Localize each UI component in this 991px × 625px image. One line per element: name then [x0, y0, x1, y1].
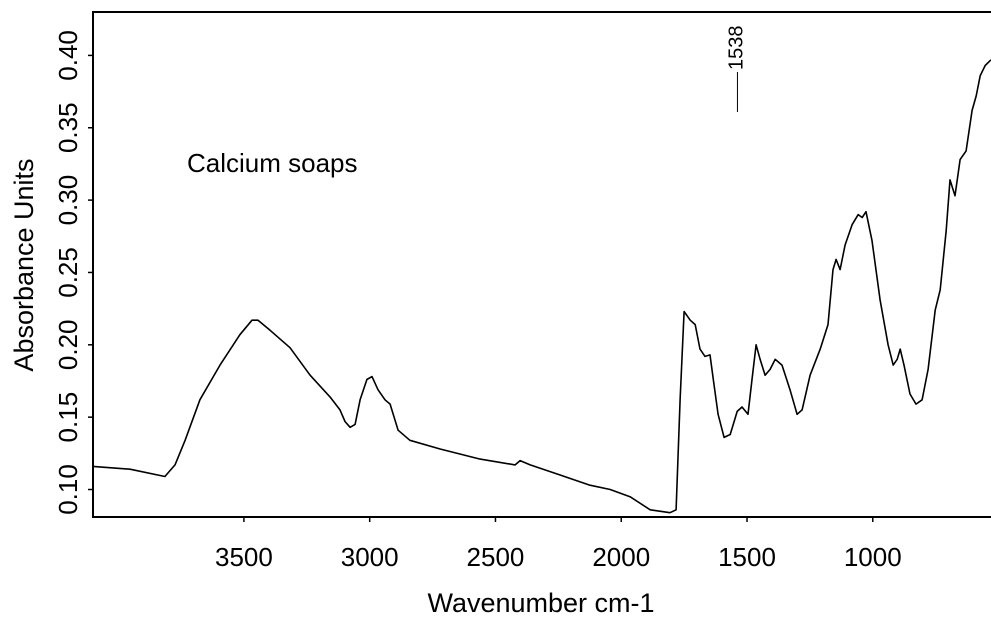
y-tick-label: 0.10 — [53, 464, 83, 515]
y-tick-label: 0.40 — [53, 30, 83, 81]
y-tick-label: 0.35 — [53, 102, 83, 153]
y-tick-label: 0.30 — [53, 175, 83, 226]
y-tick-label: 0.15 — [53, 392, 83, 443]
y-tick-label: 0.25 — [53, 247, 83, 298]
x-tick-label: 1500 — [718, 542, 776, 572]
x-tick-label: 2000 — [592, 542, 650, 572]
x-tick-label: 3000 — [341, 542, 399, 572]
y-axis-title: Absorbance Units — [9, 158, 39, 371]
x-tick-label: 2500 — [467, 542, 525, 572]
spectrum-line — [92, 59, 991, 514]
annotation: Calcium soaps — [187, 148, 358, 178]
peak-label: 1538 — [726, 26, 748, 71]
x-tick-label: 3500 — [215, 542, 273, 572]
x-tick-label: 1000 — [844, 542, 902, 572]
plot-frame — [92, 11, 991, 518]
x-axis-title: Wavenumber cm-1 — [427, 588, 654, 618]
y-tick-label: 0.20 — [53, 320, 83, 371]
